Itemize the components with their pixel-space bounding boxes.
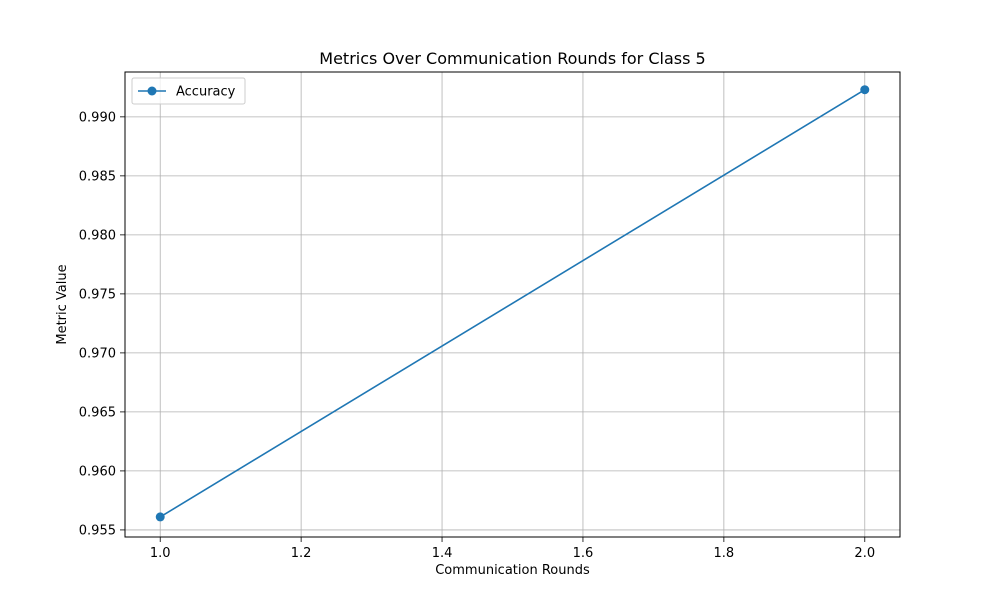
y-tick-label: 0.970 xyxy=(79,346,116,361)
x-tick-label: 1.8 xyxy=(714,546,735,561)
legend-box xyxy=(131,77,246,105)
data-point-accuracy xyxy=(155,512,165,522)
grid-layer xyxy=(125,72,900,537)
series-line-accuracy xyxy=(159,89,866,518)
ticks-layer: 1.0 1.2 1.4 1.6 1.8 2.0 0.955 0.960 0.965 0.970 0.… xyxy=(79,110,875,561)
y-tick-label: 0.955 xyxy=(79,523,116,538)
y-tick-label: 0.975 xyxy=(79,287,116,302)
x-tick-label: 2.0 xyxy=(854,546,875,561)
legend-marker-accuracy xyxy=(147,86,157,96)
y-tick-label: 0.990 xyxy=(79,110,116,125)
plot-frame xyxy=(124,71,901,538)
data-point-accuracy xyxy=(860,85,870,95)
legend: Accuracy xyxy=(131,77,246,105)
x-tick-label: 1.2 xyxy=(291,546,312,561)
y-tick-label: 0.980 xyxy=(79,228,116,243)
chart-title: Metrics Over Communication Rounds for Cl… xyxy=(319,49,705,68)
x-axis-label: Communication Rounds xyxy=(435,563,590,578)
y-axis-label: Metric Value xyxy=(55,264,70,344)
y-tick-label: 0.985 xyxy=(79,169,116,184)
y-tick-label: 0.960 xyxy=(79,464,116,479)
y-tick-label: 0.965 xyxy=(79,405,116,420)
x-tick-label: 1.6 xyxy=(573,546,594,561)
legend-label-accuracy: Accuracy xyxy=(176,85,236,100)
series-layer xyxy=(155,85,870,522)
x-tick-label: 1.4 xyxy=(432,546,453,561)
x-tick-label: 1.0 xyxy=(150,546,171,561)
